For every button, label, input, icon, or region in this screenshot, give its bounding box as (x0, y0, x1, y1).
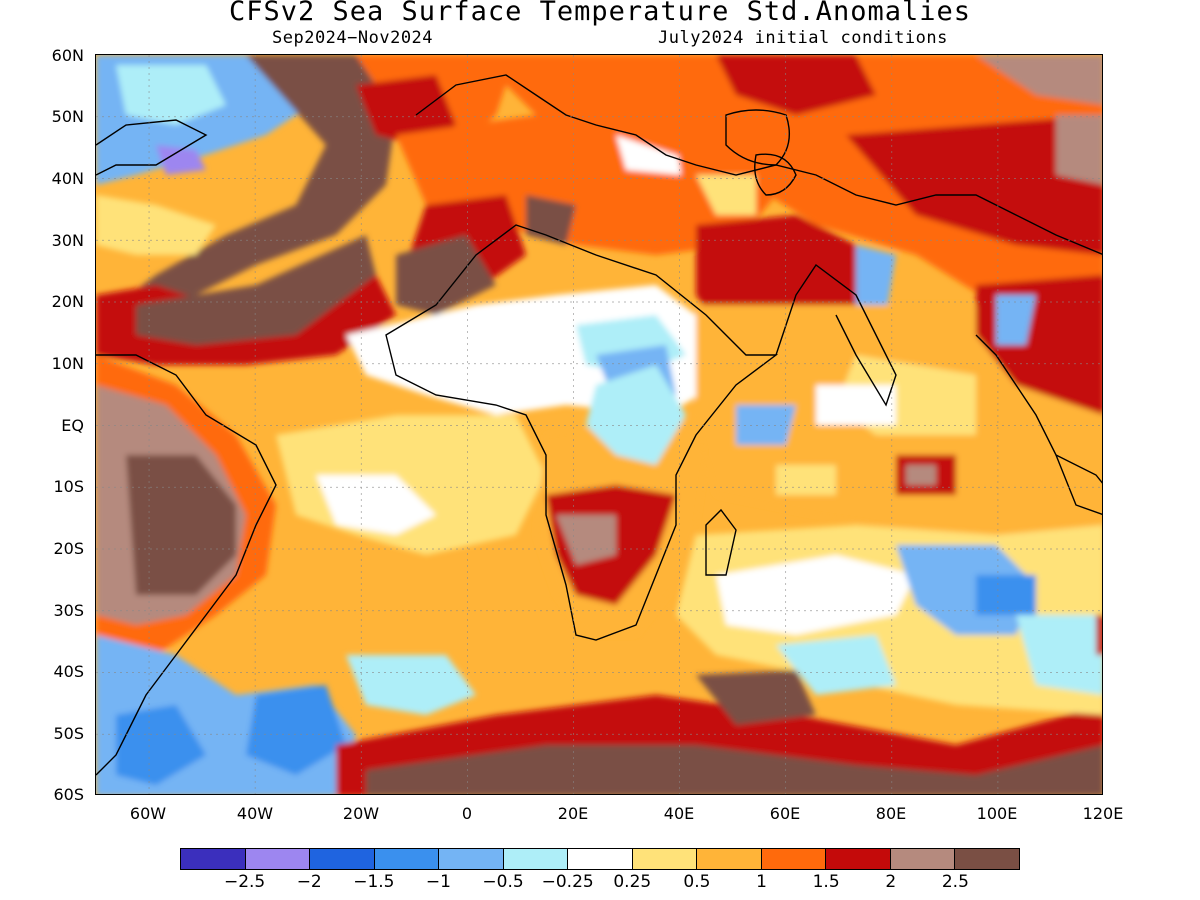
colorbar-swatch (374, 849, 440, 869)
lat-label: 50N (51, 107, 84, 126)
colorbar-label: −1.5 (353, 872, 395, 892)
lat-label: 60N (51, 46, 84, 65)
colorbar-swatch (890, 849, 956, 869)
colorbar-swatch (310, 849, 375, 869)
colorbar-swatch (697, 849, 762, 869)
colorbar-label: 0.25 (613, 872, 652, 892)
lat-label: 60S (53, 785, 84, 804)
lat-label: 30S (53, 601, 84, 620)
forecast-period: Sep2024−Nov2024 (272, 28, 434, 48)
lat-label: 50S (53, 724, 84, 743)
lon-label: 60W (129, 804, 167, 823)
colorbar-swatch (439, 849, 504, 869)
colorbar-label: 2 (885, 872, 897, 892)
lon-label: 0 (461, 804, 473, 823)
anomaly-map (95, 54, 1103, 795)
lat-label: 20S (53, 539, 84, 558)
colorbar-label: −2.5 (223, 872, 266, 892)
lat-label: 10N (51, 354, 84, 373)
colorbar-label: 1.5 (812, 872, 840, 892)
lon-label: 20E (557, 804, 589, 823)
lat-label: 10S (53, 477, 84, 496)
colorbar-label: 2.5 (941, 872, 969, 892)
anomaly-field (96, 55, 1102, 794)
colorbar-swatch (632, 849, 698, 869)
map-title: CFSv2 Sea Surface Temperature Std.Anomal… (229, 0, 971, 27)
lat-label: 40S (53, 662, 84, 681)
colorbar-label: −0.25 (541, 872, 594, 892)
colorbar-swatch (826, 849, 891, 869)
lon-label: 20W (342, 804, 380, 823)
lat-label: 30N (51, 231, 84, 250)
colorbar-label: 0.5 (683, 872, 711, 892)
lon-label: 40E (663, 804, 695, 823)
lat-label: EQ (61, 416, 84, 435)
colorbar-label: −2 (296, 872, 322, 892)
colorbar (180, 848, 1020, 870)
colorbar-swatch (955, 849, 1019, 869)
lon-label: 40W (236, 804, 274, 823)
lon-label: 80E (875, 804, 907, 823)
colorbar-swatch (761, 849, 827, 869)
initial-conditions: July2024 initial conditions (658, 28, 948, 48)
colorbar-swatch (181, 849, 246, 869)
lat-label: 40N (51, 169, 84, 188)
lon-label: 120E (1082, 804, 1124, 823)
colorbar-swatch (503, 849, 569, 869)
colorbar-label: −1 (425, 872, 451, 892)
colorbar-label: 1 (756, 872, 767, 892)
colorbar-swatch (568, 849, 633, 869)
lon-label: 100E (976, 804, 1018, 823)
lon-label: 60E (769, 804, 801, 823)
colorbar-swatch (245, 849, 311, 869)
lat-label: 20N (51, 292, 84, 311)
colorbar-label: −0.5 (482, 872, 524, 892)
